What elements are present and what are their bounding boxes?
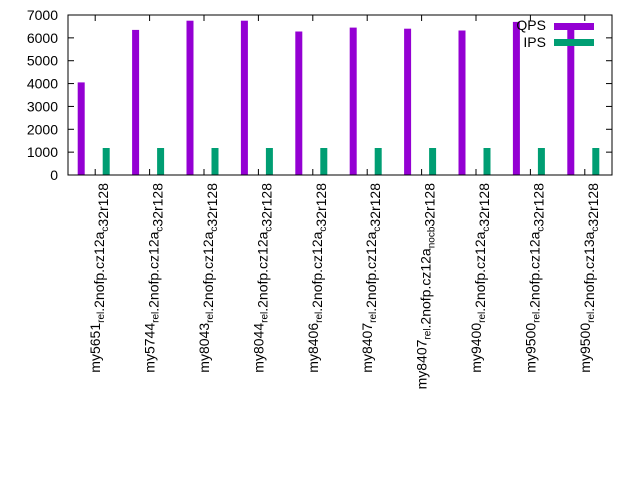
bar-qps-2 [186, 20, 194, 176]
legend-label-qps: QPS [516, 17, 546, 33]
legend-swatch-qps [554, 23, 594, 30]
x-tick-label: my8044rel.2nofp.cz12ac32r128 [250, 183, 274, 373]
bar-ips-3 [265, 148, 273, 175]
x-axis: my5651rel.2nofp.cz12ac32r128 my5744rel.2n… [87, 15, 601, 389]
bar-ips-7 [483, 148, 491, 175]
bar-qps-4 [295, 31, 303, 175]
bar-qps-9 [567, 24, 575, 175]
bars-layer [77, 20, 600, 176]
y-tick-label: 1000 [27, 144, 58, 160]
x-tick-label: my5744rel.2nofp.cz12ac32r128 [142, 183, 166, 373]
bar-qps-0 [77, 82, 85, 175]
legend: QPS IPS [516, 17, 594, 50]
x-tick-label: my8043rel.2nofp.cz12ac32r128 [196, 183, 220, 373]
bar-qps-7 [458, 30, 466, 175]
x-tick-label: my5651rel.2nofp.cz12ac32r128 [87, 183, 111, 373]
bar-ips-6 [429, 148, 437, 175]
x-tick-label: my8407rel.2nofp.cz12ac32r128 [359, 183, 383, 373]
legend-swatch-ips [554, 39, 594, 46]
bar-qps-8 [512, 21, 520, 176]
x-tick-label: my9500rel.2nofp.cz13ac32r128 [577, 183, 601, 373]
bar-ips-4 [320, 148, 328, 175]
plot-frame [67, 14, 613, 176]
bar-ips-2 [211, 148, 219, 175]
bar-ips-9 [592, 148, 600, 175]
bar-qps-3 [240, 20, 248, 176]
bar-qps-1 [132, 29, 140, 176]
y-tick-label: 0 [50, 167, 58, 183]
bar-ips-5 [374, 148, 382, 175]
y-tick-label: 7000 [27, 7, 58, 23]
bar-ips-1 [157, 148, 165, 175]
x-tick-label: my8406rel.2nofp.cz12ac32r128 [305, 183, 329, 373]
y-axis: 0 1000 2000 3000 4000 5000 6000 7000 [27, 7, 612, 183]
bar-ips-8 [537, 148, 545, 175]
y-tick-label: 4000 [27, 76, 58, 92]
bar-ips-0 [102, 148, 110, 175]
x-tick-label: my9400rel.2nofp.cz12ac32r128 [468, 183, 492, 373]
y-tick-label: 6000 [27, 30, 58, 46]
y-tick-label: 3000 [27, 98, 58, 114]
y-tick-label: 5000 [27, 53, 58, 69]
x-tick-label: my9500rel.2nofp.cz12ac32r128 [522, 183, 546, 373]
bar-qps-6 [404, 28, 412, 176]
y-tick-label: 2000 [27, 121, 58, 137]
bar-qps-5 [349, 27, 357, 175]
legend-label-ips: IPS [523, 34, 546, 50]
x-tick-label: my8407rel.2nofp.cz12anocb32r128 [414, 183, 438, 390]
